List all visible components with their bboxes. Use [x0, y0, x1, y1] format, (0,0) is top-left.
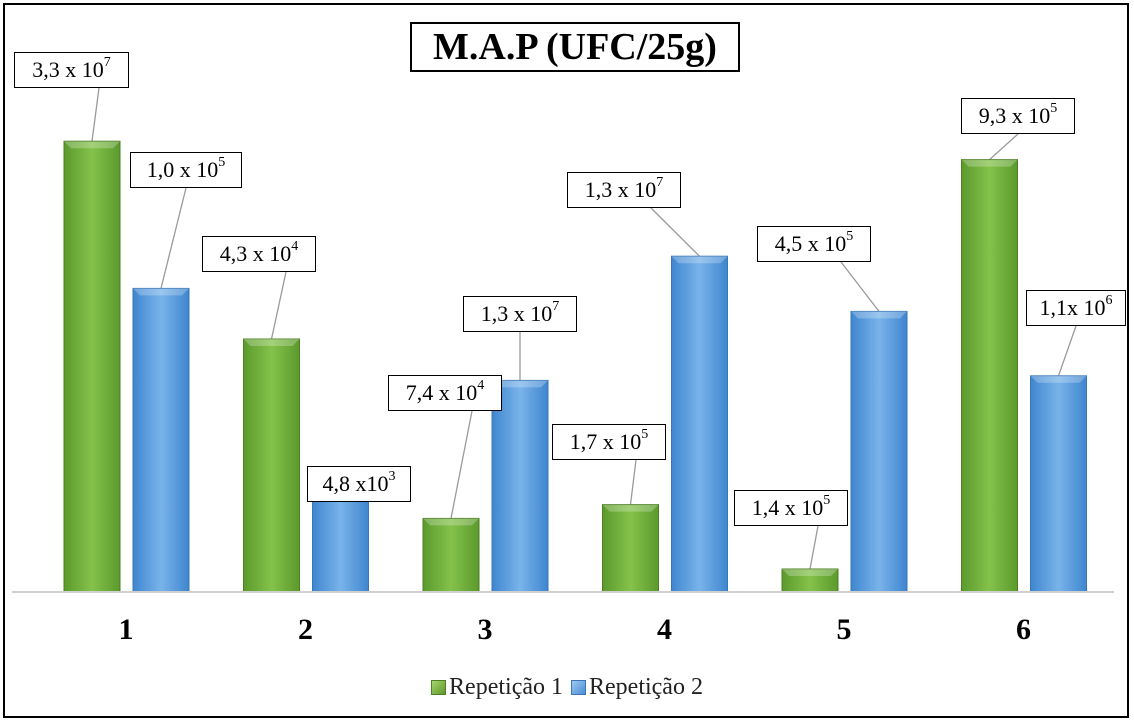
bar-series2-cat4	[671, 255, 728, 593]
bar-bevel	[423, 518, 479, 526]
x-tick-label: 4	[657, 613, 672, 646]
data-label-mantissa: 9,3 x 10	[978, 103, 1051, 128]
bar-series1-cat1	[63, 140, 121, 593]
data-label-exponent: 5	[218, 155, 226, 170]
leader-line	[989, 133, 1019, 161]
legend-swatch-blue	[571, 680, 586, 695]
data-label-exponent: 5	[846, 229, 854, 244]
data-label-exponent: 7	[103, 55, 111, 70]
legend-label: Repetição 2	[589, 674, 703, 700]
x-tick-label: 2	[298, 613, 313, 646]
bar-series2-cat1	[132, 287, 190, 593]
leader-line	[160, 187, 187, 289]
leader-line	[629, 459, 637, 505]
data-label-series1-cat1: 3,3 x 10 7	[14, 52, 129, 88]
data-label-mantissa: 1,0 x 10	[146, 157, 219, 182]
leader-line	[91, 87, 100, 142]
data-label-mantissa: 1,4 x 10	[751, 495, 824, 520]
data-label-mantissa: 7,4 x 10	[405, 380, 478, 405]
data-label-exponent: 4	[291, 239, 299, 254]
data-label-mantissa: 1,7 x 10	[569, 429, 642, 454]
legend-label: Repetição 1	[449, 674, 563, 700]
bar-bevel	[1030, 375, 1087, 383]
data-label-series2-cat6: 1,1x 10 6	[1026, 290, 1126, 326]
data-label-mantissa: 1,3 x 10	[480, 301, 553, 326]
data-label-series2-cat2: 4,8 x10 3	[307, 466, 411, 502]
leader-line	[650, 207, 700, 257]
data-label-mantissa: 4,5 x 10	[774, 231, 847, 256]
bar-bevel	[243, 339, 300, 346]
bar-series2-cat3	[491, 379, 549, 593]
data-label-mantissa: 4,3 x 10	[219, 241, 292, 266]
bar-bevel	[851, 311, 907, 319]
data-label-series1-cat4: 1,7 x 10 5	[552, 424, 666, 460]
data-label-series2-cat4: 1,3 x 10 7	[567, 172, 681, 208]
x-tick-label: 3	[477, 613, 493, 646]
bar-bevel	[64, 141, 120, 149]
bar-bevel	[961, 159, 1018, 167]
legend-item-repeticao-1: Repetição 1	[431, 674, 563, 701]
leader-line	[450, 410, 473, 519]
x-tick-label: 5	[836, 613, 852, 646]
data-label-mantissa: 3,3 x 10	[32, 57, 104, 82]
data-label-exponent: 7	[552, 299, 560, 314]
bar-bevel	[492, 380, 548, 388]
x-tick-label: 1	[118, 613, 134, 646]
bar-bevel	[782, 569, 838, 576]
bar-series2-cat5	[850, 310, 908, 593]
bar-bevel	[602, 504, 659, 512]
data-label-mantissa: 1,1x 10	[1039, 295, 1106, 320]
data-label-series1-cat5: 1,4 x 10 5	[734, 490, 848, 526]
data-label-exponent: 7	[656, 175, 664, 190]
bar-bevel	[671, 256, 728, 264]
data-label-series2-cat3: 1,3 x 10 7	[463, 296, 577, 332]
legend-item-repeticao-2: Repetição 2	[571, 674, 703, 701]
bar-series1-cat2	[243, 338, 300, 593]
data-label-exponent: 4	[477, 378, 485, 393]
bar-series1-cat6	[961, 159, 1018, 593]
data-label-series2-cat1: 1,0 x 10 5	[130, 152, 242, 188]
legend-swatch-green	[431, 680, 447, 695]
data-label-exponent: 5	[823, 493, 831, 508]
bar-series2-cat2	[312, 485, 369, 593]
chart-title: M.A.P (UFC/25g)	[410, 22, 740, 72]
bar-series1-cat3	[422, 517, 480, 593]
data-label-series1-cat6: 9,3 x 10 5	[961, 98, 1075, 134]
leader-line	[840, 261, 880, 312]
data-label-series1-cat2: 4,3 x 10 4	[202, 236, 316, 272]
data-label-series2-cat5: 4,5 x 10 5	[757, 226, 871, 262]
data-label-mantissa: 4,8 x10	[322, 471, 389, 496]
leader-line	[270, 271, 287, 340]
data-label-exponent: 3	[388, 469, 396, 484]
bar-series2-cat6	[1030, 375, 1087, 593]
data-label-exponent: 6	[1105, 293, 1113, 308]
leader-line	[1057, 325, 1077, 377]
data-label-mantissa: 1,3 x 10	[584, 177, 657, 202]
data-label-series1-cat3: 7,4 x 10 4	[388, 375, 502, 411]
x-tick-label: 6	[1016, 613, 1031, 646]
bar-series1-cat4	[602, 504, 659, 593]
chart-frame	[3, 3, 1129, 718]
data-label-exponent: 5	[1050, 101, 1058, 116]
bar-bevel	[133, 288, 189, 296]
data-label-exponent: 5	[641, 427, 649, 442]
leader-line	[809, 525, 819, 570]
legend: Repetição 1 Repetição 2	[0, 674, 1134, 701]
